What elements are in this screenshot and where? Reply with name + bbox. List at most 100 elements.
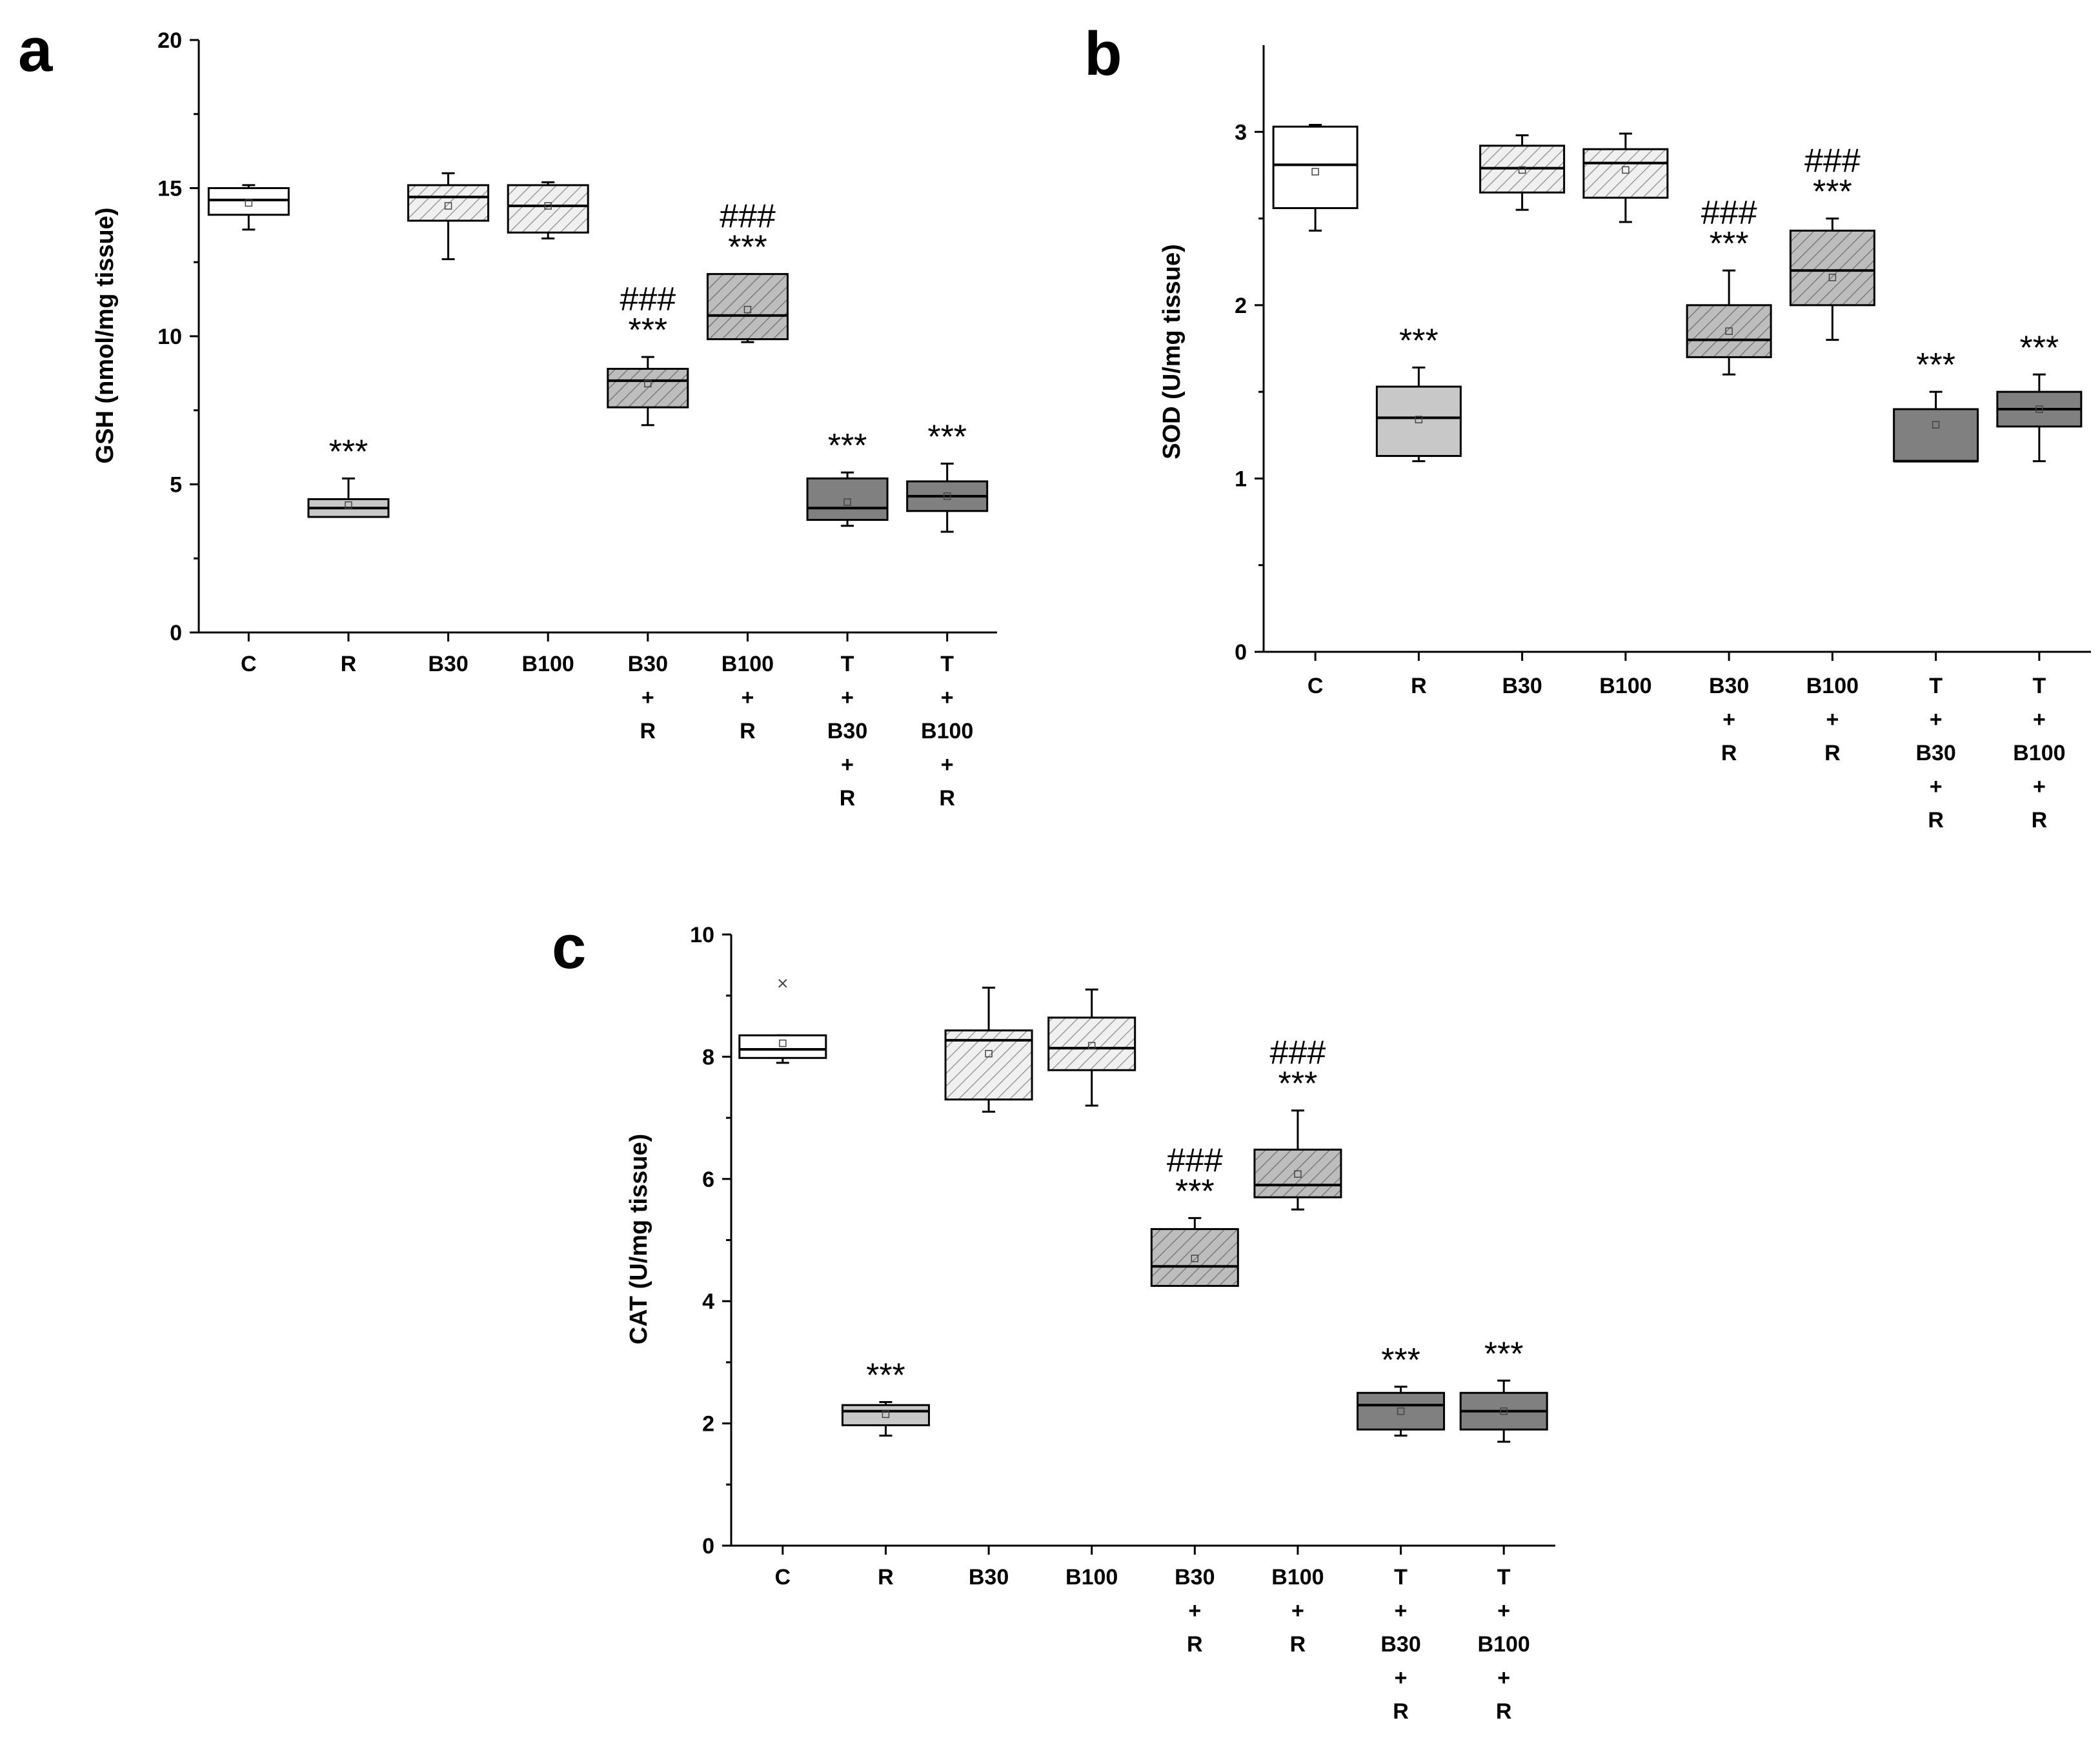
- significance-stars: ***: [1278, 1065, 1318, 1103]
- y-tick-label: 15: [157, 177, 182, 201]
- significance-hashes: ###: [1804, 143, 1861, 180]
- x-category-label: +: [1291, 1599, 1304, 1623]
- y-tick-label: 6: [702, 1167, 714, 1192]
- significance-stars: ***: [1813, 174, 1852, 211]
- x-category-label: R: [341, 652, 357, 676]
- x-category-label: +: [1930, 707, 1943, 732]
- x-category-label: R: [1187, 1632, 1203, 1657]
- x-category-label: +: [2033, 707, 2046, 732]
- x-category-label: +: [841, 685, 854, 710]
- box-body: [607, 367, 689, 409]
- x-category-label: B100: [2013, 741, 2065, 765]
- x-category-label: R: [1928, 808, 1944, 833]
- x-category-label: B30: [428, 652, 468, 676]
- mean-marker: [1725, 327, 1733, 335]
- box-body: [841, 1404, 930, 1426]
- mean-marker: [2035, 405, 2043, 413]
- x-category-label: T: [940, 652, 954, 676]
- mean-marker: [1828, 274, 1837, 281]
- box-body: [207, 187, 290, 216]
- x-category-label: R: [939, 786, 955, 811]
- x-category-label: +: [2033, 774, 2046, 799]
- x-category-label: +: [641, 685, 654, 710]
- box-body: [1582, 148, 1669, 199]
- panel-letter-b: b: [1084, 19, 1122, 88]
- x-category-label: B30: [1709, 674, 1749, 698]
- mean-marker: [1500, 1407, 1508, 1415]
- significance-stars: ***: [1381, 1342, 1420, 1379]
- significance-stars: ***: [927, 418, 967, 456]
- box-body: [1047, 1016, 1136, 1071]
- box-body: [1272, 125, 1358, 209]
- y-tick-label: 0: [702, 1534, 714, 1559]
- x-category-label: B100: [1599, 674, 1651, 698]
- x-category-label: R: [2032, 808, 2048, 833]
- outlier-marker: [778, 979, 787, 988]
- y-tick-label: 4: [702, 1289, 714, 1314]
- x-category-label: B30: [969, 1565, 1009, 1590]
- x-category-label: +: [742, 685, 754, 710]
- x-category-label: +: [1188, 1599, 1201, 1623]
- x-category-label: R: [1393, 1699, 1409, 1724]
- mean-marker: [1518, 166, 1526, 174]
- chart-panel-c: c CAT (U/mg tissue) 0 2 4 6 8 10 C R B30 B100 B30 +…: [552, 913, 1555, 1724]
- box-body: [1375, 385, 1462, 458]
- y-tick-label: 8: [702, 1045, 714, 1069]
- x-category-label: +: [1497, 1599, 1510, 1623]
- x-category-label: B100: [1065, 1565, 1118, 1590]
- box-body: [1893, 408, 1979, 463]
- box-body: [1253, 1148, 1342, 1198]
- x-category-label: R: [1496, 1699, 1512, 1724]
- x-category-label: C: [775, 1565, 791, 1590]
- x-category-label: +: [1826, 707, 1839, 732]
- x-category-label: B100: [1271, 1565, 1324, 1590]
- x-category-label: R: [1290, 1632, 1306, 1657]
- mean-marker: [1311, 168, 1319, 176]
- y-tick-label: 2: [1235, 294, 1247, 318]
- box-body: [1789, 229, 1875, 307]
- mean-marker: [1294, 1170, 1302, 1178]
- significance-stars: ***: [728, 229, 767, 267]
- x-category-label: T: [841, 652, 854, 676]
- significance-hashes: ###: [1167, 1142, 1223, 1179]
- mean-marker: [1397, 1407, 1405, 1415]
- mean-marker: [1087, 1042, 1096, 1050]
- x-category-label: +: [1497, 1666, 1510, 1690]
- mean-marker: [245, 199, 253, 207]
- x-category-label: C: [241, 652, 257, 676]
- x-category-label: B30: [827, 719, 867, 743]
- y-tick-label: 2: [702, 1412, 714, 1437]
- x-category-label: B30: [1175, 1565, 1215, 1590]
- chart-panel-b: b SOD (U/mg tissue) 0 1 2 3 C R B30 B100 B30 + R B1…: [1084, 19, 2091, 833]
- mean-marker: [985, 1049, 993, 1058]
- significance-stars: ***: [2020, 329, 2059, 367]
- mean-marker: [843, 498, 851, 506]
- significance-stars: ***: [1484, 1335, 1524, 1373]
- significance-hashes: ###: [620, 281, 676, 318]
- plot-area-b: 0 1 2 3 C R B30 B100 B30 + R B100 + R T + B30 + R T + B100 + R *…: [1235, 45, 2091, 833]
- y-tick-label: 0: [1235, 640, 1247, 665]
- y-tick-label: 20: [157, 28, 182, 53]
- y-tick-label: 1: [1235, 467, 1247, 491]
- x-category-label: R: [1824, 741, 1841, 765]
- x-category-label: B100: [1806, 674, 1859, 698]
- significance-hashes: ###: [1701, 194, 1757, 232]
- x-category-label: R: [1411, 674, 1427, 698]
- x-category-label: C: [1307, 674, 1324, 698]
- x-category-label: R: [878, 1565, 894, 1590]
- mean-marker: [444, 202, 452, 210]
- y-tick-label: 10: [690, 923, 714, 947]
- plot-area-a: 0 5 10 15 20 C R B30 B100 B30 + R B100 + R T + B30 + R T + B10…: [157, 28, 997, 811]
- x-category-label: +: [1395, 1599, 1408, 1623]
- x-category-label: R: [840, 786, 856, 811]
- mean-marker: [1415, 416, 1423, 423]
- significance-stars: ***: [1916, 347, 1955, 384]
- x-category-label: T: [1394, 1565, 1408, 1590]
- significance-stars: ***: [628, 312, 667, 349]
- x-category-label: B100: [1478, 1632, 1530, 1657]
- mean-marker: [743, 305, 752, 314]
- box-body: [1357, 1391, 1446, 1431]
- x-category-label: R: [640, 719, 656, 743]
- box-body: [1686, 304, 1772, 358]
